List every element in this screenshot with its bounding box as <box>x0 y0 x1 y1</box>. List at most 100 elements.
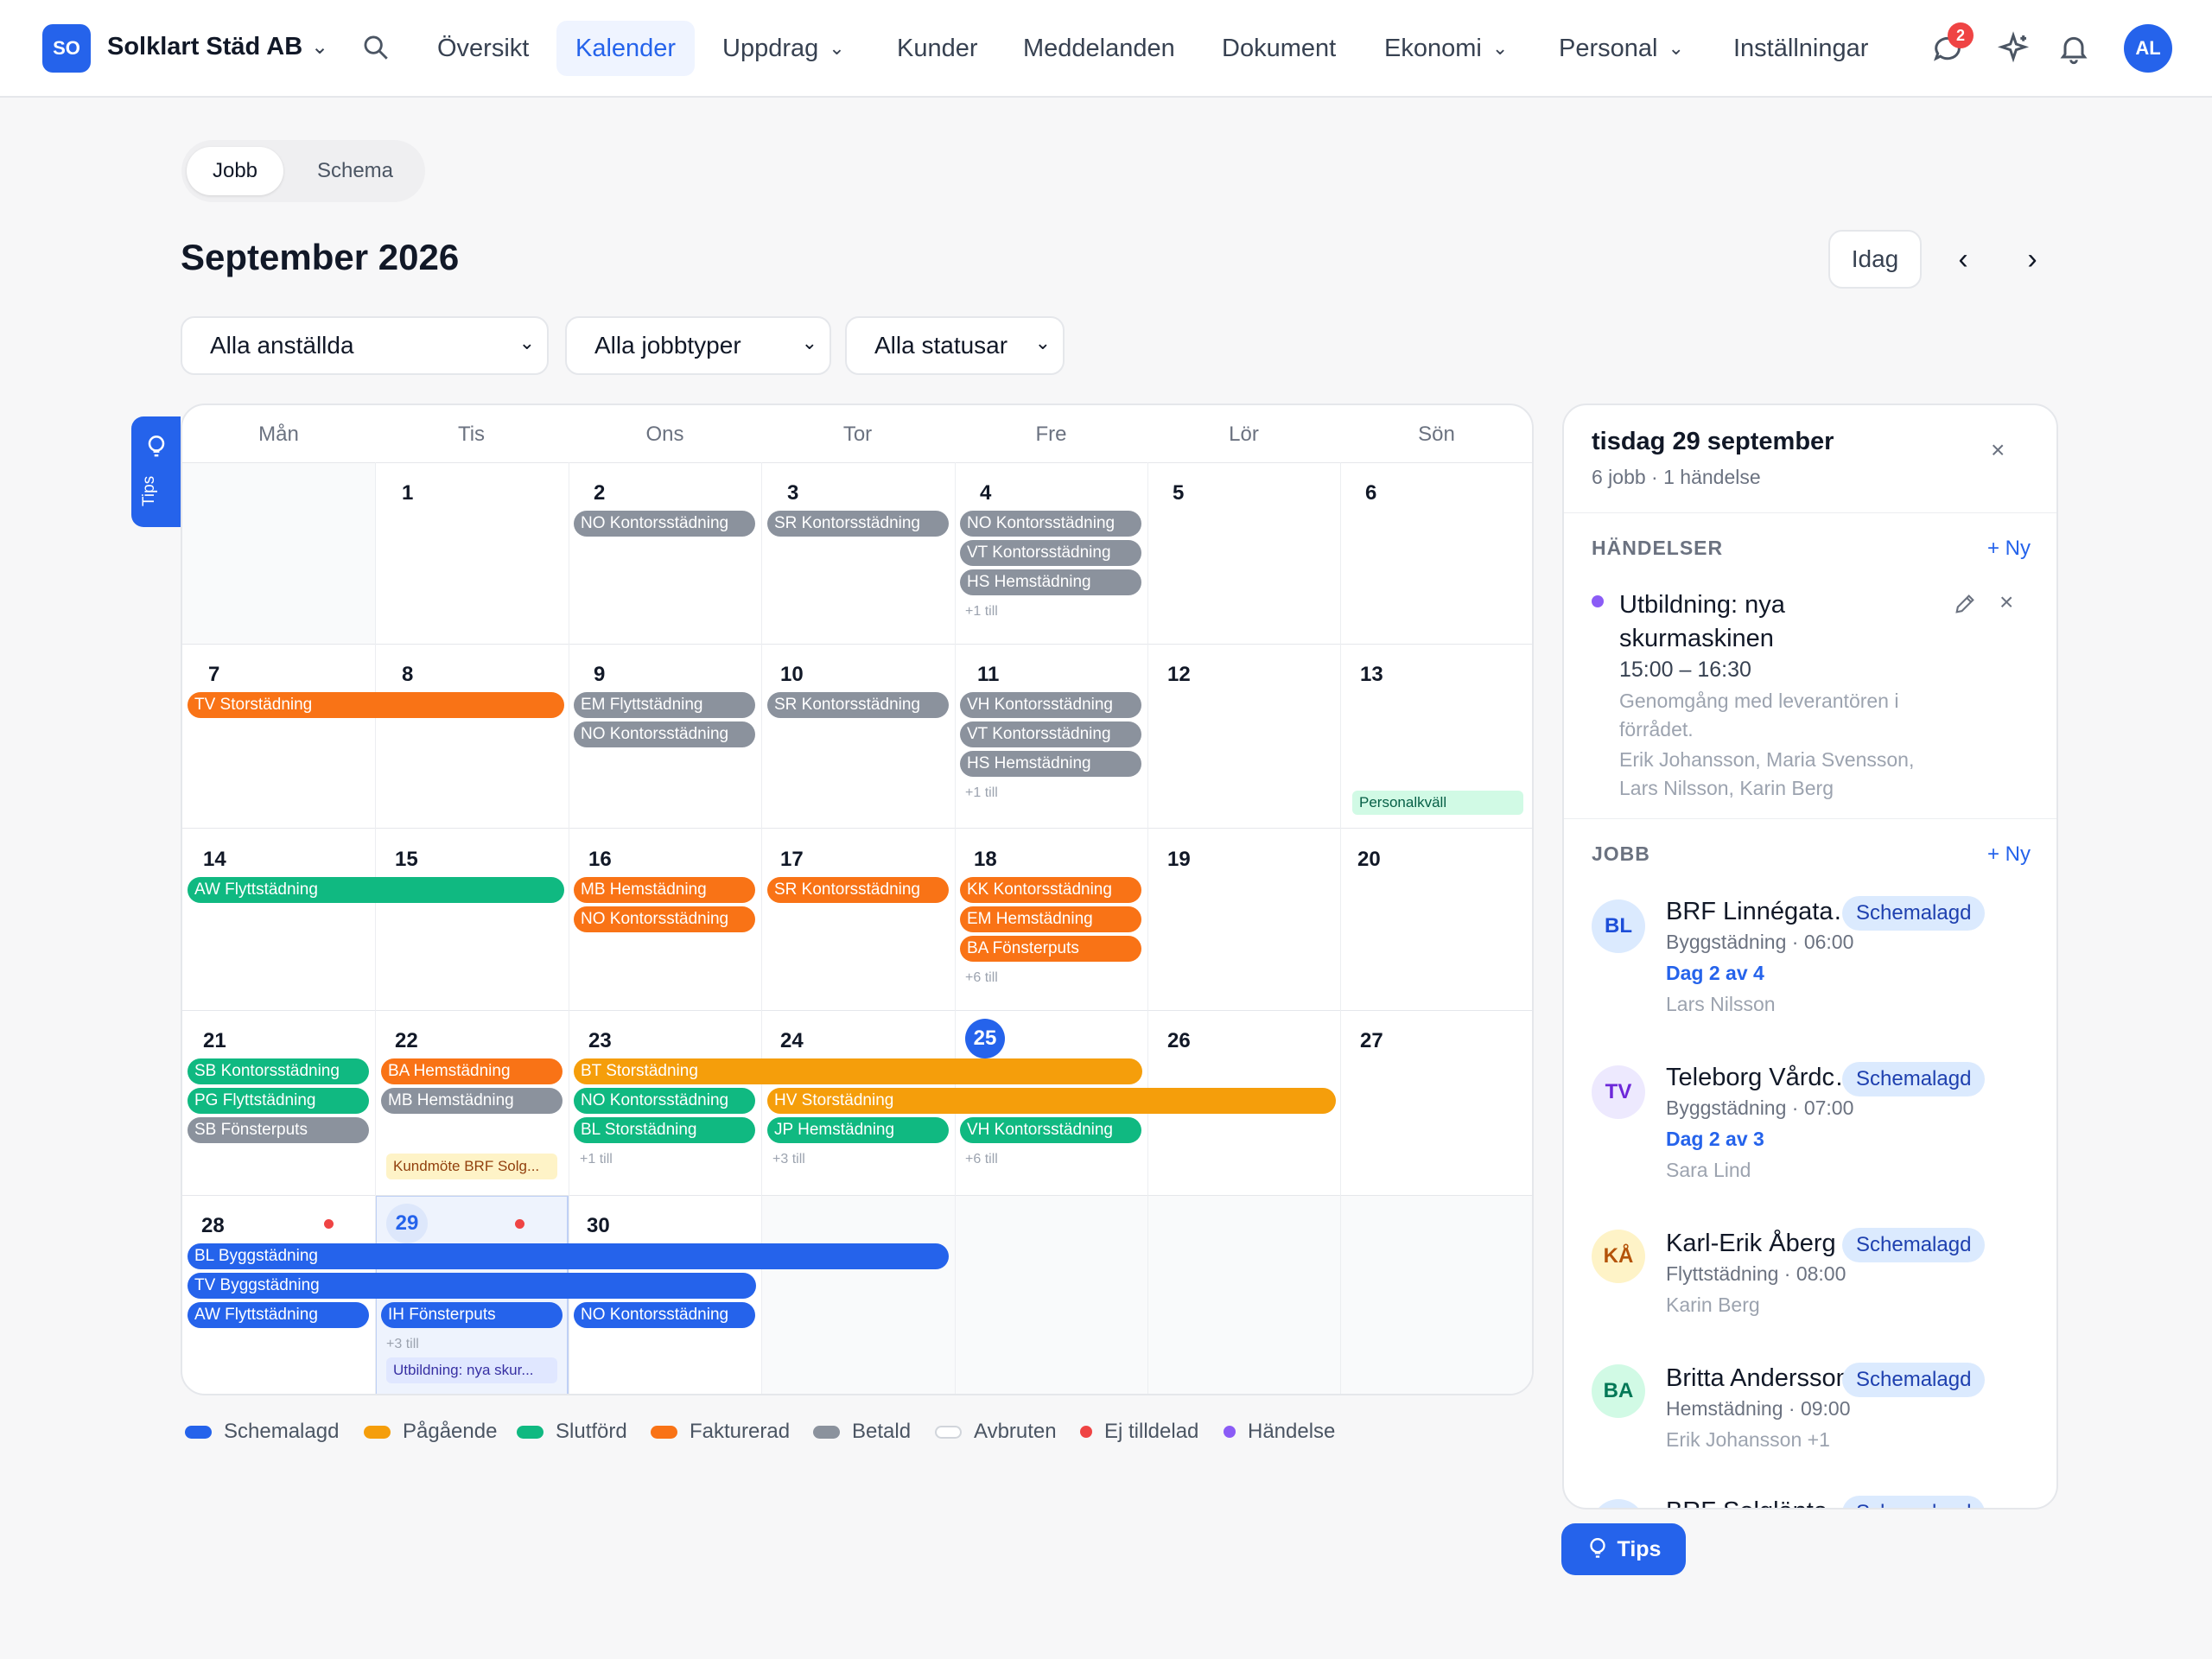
day-number[interactable]: 16 <box>588 848 612 871</box>
tab-jobb[interactable]: Jobb <box>187 147 283 195</box>
event-chip[interactable]: EM Hemstädning <box>960 906 1141 932</box>
day-number[interactable]: 27 <box>1360 1029 1383 1052</box>
event-chip[interactable]: KK Kontorsstädning <box>960 877 1141 903</box>
new-event-button[interactable]: + Ny <box>1987 537 2031 560</box>
more-events-link[interactable]: +1 till <box>965 785 998 800</box>
pencil-icon[interactable] <box>1953 592 1977 616</box>
more-events-link[interactable]: +3 till <box>772 1152 805 1166</box>
event-chip[interactable]: SB Fönsterputs <box>188 1117 369 1143</box>
day-number[interactable]: 1 <box>402 481 414 505</box>
event-chip[interactable]: EM Flyttstädning <box>574 692 755 718</box>
employee-filter-select[interactable]: Alla anställda ⌄ <box>181 316 549 375</box>
prev-month-button[interactable]: ‹ <box>1958 242 1968 276</box>
event-chip[interactable]: BT Storstädning <box>574 1058 1142 1084</box>
jobtype-filter-select[interactable]: Alla jobbtyper ⌄ <box>565 316 831 375</box>
event-chip[interactable]: SB Kontorsstädning <box>188 1058 369 1084</box>
event-chip[interactable]: TV Byggstädning <box>188 1273 756 1299</box>
selected-day-number[interactable]: 29 <box>386 1204 428 1243</box>
job-name[interactable]: Karl-Erik Åberg <box>1666 1230 1836 1257</box>
event-chip[interactable]: NO Kontorsstädning <box>574 511 755 537</box>
bell-icon[interactable] <box>2056 31 2091 66</box>
tips-button[interactable]: Tips <box>1561 1523 1686 1575</box>
day-number[interactable]: 28 <box>201 1214 225 1237</box>
day-number[interactable]: 5 <box>1173 481 1185 505</box>
event-chip[interactable]: HS Hemstädning <box>960 569 1141 595</box>
more-events-link[interactable]: +1 till <box>965 604 998 619</box>
more-events-link[interactable]: +1 till <box>580 1152 613 1166</box>
event-chip[interactable]: JP Hemstädning <box>767 1117 949 1143</box>
nav-kunder[interactable]: Kunder <box>878 21 997 76</box>
day-number[interactable]: 30 <box>587 1214 610 1237</box>
calendar-note[interactable]: Utbildning: nya skur... <box>386 1357 557 1383</box>
day-number[interactable]: 18 <box>974 848 997 871</box>
day-number[interactable]: 4 <box>980 481 992 505</box>
nav-meddelanden[interactable]: Meddelanden <box>1004 21 1194 76</box>
event-chip[interactable]: BL Storstädning <box>574 1117 755 1143</box>
event-title[interactable]: Utbildning: nya skurmaskinen <box>1619 591 1785 652</box>
event-chip[interactable]: SR Kontorsstädning <box>767 692 949 718</box>
event-chip[interactable]: NO Kontorsstädning <box>574 721 755 747</box>
close-icon[interactable]: × <box>1991 436 2005 463</box>
day-number[interactable]: 24 <box>780 1029 804 1052</box>
event-chip[interactable]: BA Fönsterputs <box>960 936 1141 962</box>
day-number[interactable]: 13 <box>1360 663 1383 686</box>
day-number[interactable]: 17 <box>780 848 804 871</box>
day-number[interactable]: 14 <box>203 848 226 871</box>
event-chip[interactable]: SR Kontorsstädning <box>767 877 949 903</box>
event-chip[interactable]: BL Byggstädning <box>188 1243 949 1269</box>
nav-personal[interactable]: Personal ⌄ <box>1540 21 1703 76</box>
event-chip[interactable]: BA Hemstädning <box>381 1058 563 1084</box>
chat-bubble-icon[interactable] <box>1930 31 1965 66</box>
day-number[interactable]: 11 <box>977 663 1000 686</box>
day-number[interactable]: 10 <box>780 663 804 686</box>
event-chip[interactable]: TV Storstädning <box>188 692 564 718</box>
day-number[interactable]: 22 <box>395 1029 418 1052</box>
job-name[interactable]: BRF Solglänta <box>1666 1497 1861 1508</box>
event-chip[interactable]: VH Kontorsstädning <box>960 692 1141 718</box>
event-chip[interactable]: AW Flyttstädning <box>188 1302 369 1328</box>
company-name[interactable]: Solklart Städ AB <box>107 33 303 60</box>
event-chip[interactable]: VH Kontorsstädning <box>960 1117 1141 1143</box>
event-chip[interactable]: HV Storstädning <box>767 1088 1336 1114</box>
event-chip[interactable]: NO Kontorsstädning <box>960 511 1141 537</box>
day-number[interactable]: 7 <box>208 663 220 686</box>
nav-dokument[interactable]: Dokument <box>1203 21 1355 76</box>
day-number[interactable]: 15 <box>395 848 418 871</box>
event-chip[interactable]: IH Fönsterputs <box>381 1302 563 1328</box>
more-events-link[interactable]: +6 till <box>965 1152 998 1166</box>
job-name[interactable]: Britta Andersson <box>1666 1364 1850 1392</box>
day-number[interactable]: 6 <box>1365 481 1377 505</box>
more-events-link[interactable]: +6 till <box>965 970 998 985</box>
event-chip[interactable]: HS Hemstädning <box>960 751 1141 777</box>
day-number[interactable]: 2 <box>594 481 606 505</box>
tab-schema[interactable]: Schema <box>316 159 394 182</box>
nav-installningar[interactable]: Inställningar <box>1714 21 1887 76</box>
day-number[interactable]: 26 <box>1167 1029 1191 1052</box>
today-button[interactable]: Idag <box>1828 230 1922 289</box>
calendar-note[interactable]: Kundmöte BRF Solg... <box>386 1154 557 1179</box>
status-filter-select[interactable]: Alla statusar ⌄ <box>845 316 1065 375</box>
day-number[interactable]: 23 <box>588 1029 612 1052</box>
event-chip[interactable]: NO Kontorsstädning <box>574 906 755 932</box>
more-events-link[interactable]: +3 till <box>386 1337 419 1351</box>
calendar-note[interactable]: Personalkväll <box>1352 791 1523 815</box>
sparkle-icon[interactable] <box>1996 31 2031 66</box>
chevron-down-icon[interactable]: ⌄ <box>311 35 329 59</box>
today-day-number[interactable]: 25 <box>965 1019 1005 1058</box>
nav-uppdrag[interactable]: Uppdrag ⌄ <box>703 21 864 76</box>
event-chip[interactable]: VT Kontorsstädning <box>960 721 1141 747</box>
delete-event-icon[interactable]: × <box>1999 588 2014 615</box>
day-number[interactable]: 19 <box>1167 848 1191 871</box>
day-number[interactable]: 21 <box>203 1029 226 1052</box>
search-icon[interactable] <box>361 33 391 62</box>
user-avatar[interactable]: AL <box>2124 24 2172 73</box>
day-number[interactable]: 8 <box>402 663 414 686</box>
event-chip[interactable]: NO Kontorsstädning <box>574 1302 755 1328</box>
nav-ekonomi[interactable]: Ekonomi ⌄ <box>1365 21 1527 76</box>
tips-side-tab[interactable]: Tips <box>131 416 181 527</box>
event-chip[interactable]: VT Kontorsstädning <box>960 540 1141 566</box>
job-name[interactable]: Teleborg Vårdcentral <box>1666 1064 1861 1091</box>
nav-oversikt[interactable]: Översikt <box>418 21 548 76</box>
new-job-button[interactable]: + Ny <box>1987 842 2031 866</box>
company-logo[interactable]: SO <box>42 24 91 73</box>
